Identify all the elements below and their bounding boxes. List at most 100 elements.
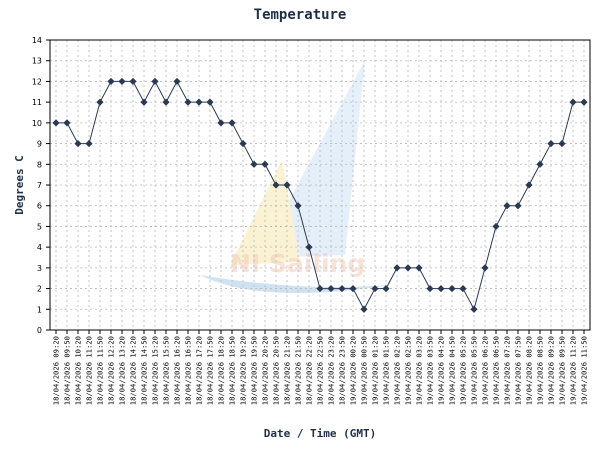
x-tick-label: 18/04/2026 23:50 bbox=[338, 336, 347, 405]
data-point bbox=[327, 284, 335, 293]
y-tick-label: 12 bbox=[32, 77, 42, 86]
data-point bbox=[140, 98, 148, 106]
data-point bbox=[305, 243, 313, 251]
data-point bbox=[360, 305, 368, 313]
data-point bbox=[492, 222, 500, 231]
x-tick-label: 19/04/2026 02:20 bbox=[393, 336, 402, 405]
x-tick-label: 19/04/2026 03:20 bbox=[415, 336, 424, 405]
x-tick-label: 19/04/2026 09:20 bbox=[547, 336, 556, 405]
data-point bbox=[173, 77, 181, 86]
data-point bbox=[74, 139, 82, 148]
data-point bbox=[470, 305, 478, 313]
x-tick-label: 18/04/2026 17:20 bbox=[195, 336, 204, 405]
data-point bbox=[525, 181, 533, 189]
y-axis-label: Degrees C bbox=[13, 155, 26, 215]
y-tick-label: 9 bbox=[37, 140, 42, 149]
x-tick-label: 18/04/2026 19:50 bbox=[250, 336, 259, 405]
data-point bbox=[239, 139, 247, 148]
data-point bbox=[195, 98, 203, 106]
data-point bbox=[514, 202, 522, 210]
data-point bbox=[547, 139, 555, 148]
data-point bbox=[206, 98, 214, 106]
x-tick-label: 19/04/2026 01:20 bbox=[371, 336, 380, 405]
data-point bbox=[316, 284, 324, 293]
x-tick-label: 18/04/2026 20:50 bbox=[272, 336, 281, 405]
x-tick-label: 18/04/2026 19:20 bbox=[239, 336, 248, 405]
data-point bbox=[426, 284, 434, 293]
x-tick-label: 19/04/2026 11:50 bbox=[580, 336, 589, 405]
y-tick-label: 14 bbox=[32, 36, 42, 45]
data-point bbox=[250, 160, 258, 168]
data-point bbox=[448, 284, 456, 293]
data-point bbox=[85, 139, 93, 148]
data-point bbox=[96, 98, 104, 106]
y-tick-label: 3 bbox=[37, 264, 42, 273]
data-point bbox=[415, 264, 423, 272]
x-tick-label: 18/04/2026 13:20 bbox=[118, 336, 127, 405]
watermark-sail-yellow bbox=[230, 160, 300, 265]
x-tick-label: 18/04/2026 14:50 bbox=[140, 336, 149, 405]
x-tick-label: 18/04/2026 16:50 bbox=[184, 336, 193, 405]
y-tick-label: 1 bbox=[37, 305, 42, 314]
y-tick-label: 11 bbox=[32, 98, 42, 107]
x-tick-label: 18/04/2026 14:20 bbox=[129, 336, 138, 405]
data-point bbox=[338, 284, 346, 293]
x-tick-label: 18/04/2026 22:50 bbox=[316, 336, 325, 405]
y-tick-label: 7 bbox=[37, 181, 42, 190]
data-point bbox=[228, 119, 236, 127]
y-tick-label: 6 bbox=[37, 202, 42, 211]
data-point bbox=[536, 160, 544, 168]
x-tick-label: 18/04/2026 09:20 bbox=[52, 336, 61, 405]
x-tick-label: 19/04/2026 08:50 bbox=[536, 336, 545, 405]
x-tick-label: 19/04/2026 09:50 bbox=[558, 336, 567, 405]
x-axis-ticks: 18/04/2026 09:20 18/04/2026 09:50 18/04/20… bbox=[52, 330, 589, 405]
data-point bbox=[52, 119, 60, 127]
y-tick-label: 5 bbox=[37, 222, 42, 231]
x-tick-label: 18/04/2026 18:20 bbox=[217, 336, 226, 405]
data-point bbox=[481, 264, 489, 272]
gridlines bbox=[50, 40, 590, 330]
data-point bbox=[437, 284, 445, 293]
x-tick-label: 19/04/2026 01:50 bbox=[382, 336, 391, 405]
y-tick-label: 4 bbox=[37, 243, 42, 252]
series-temperature bbox=[52, 77, 588, 313]
x-tick-label: 18/04/2026 15:20 bbox=[151, 336, 160, 405]
data-point bbox=[129, 77, 137, 86]
data-point bbox=[404, 264, 412, 272]
x-tick-label: 19/04/2026 11:20 bbox=[569, 336, 578, 405]
x-tick-label: 18/04/2026 20:20 bbox=[261, 336, 270, 405]
y-tick-label: 2 bbox=[37, 285, 42, 294]
x-tick-label: 19/04/2026 04:20 bbox=[437, 336, 446, 405]
data-point bbox=[217, 119, 225, 127]
x-tick-label: 19/04/2026 00:50 bbox=[360, 336, 369, 405]
data-point bbox=[261, 160, 269, 168]
data-point bbox=[393, 264, 401, 272]
x-tick-label: 18/04/2026 11:20 bbox=[85, 336, 94, 405]
x-tick-label: 19/04/2026 07:20 bbox=[503, 336, 512, 405]
chart-title: Temperature bbox=[254, 7, 347, 23]
x-tick-label: 19/04/2026 05:20 bbox=[459, 336, 468, 405]
x-tick-label: 19/04/2026 06:50 bbox=[492, 336, 501, 405]
data-point bbox=[580, 98, 588, 106]
x-tick-label: 18/04/2026 21:50 bbox=[294, 336, 303, 405]
y-tick-label: 0 bbox=[37, 326, 42, 335]
x-axis-label: Date / Time (GMT) bbox=[264, 427, 377, 440]
data-point bbox=[118, 77, 126, 86]
y-tick-label: 13 bbox=[32, 57, 42, 66]
plot-frame bbox=[49, 39, 591, 331]
data-point bbox=[162, 98, 170, 106]
y-tick-label: 10 bbox=[32, 119, 42, 128]
data-point bbox=[184, 98, 192, 106]
x-tick-label: 18/04/2026 12:20 bbox=[107, 336, 116, 405]
data-point bbox=[151, 77, 159, 86]
x-tick-label: 18/04/2026 17:50 bbox=[206, 336, 215, 405]
x-tick-label: 19/04/2026 07:50 bbox=[514, 336, 523, 405]
x-tick-label: 18/04/2026 09:50 bbox=[63, 336, 72, 405]
x-tick-label: 18/04/2026 23:20 bbox=[327, 336, 336, 405]
watermark-text: NI Sailing bbox=[230, 249, 365, 278]
x-tick-label: 19/04/2026 04:50 bbox=[448, 336, 457, 405]
x-tick-label: 18/04/2026 10:20 bbox=[74, 336, 83, 405]
